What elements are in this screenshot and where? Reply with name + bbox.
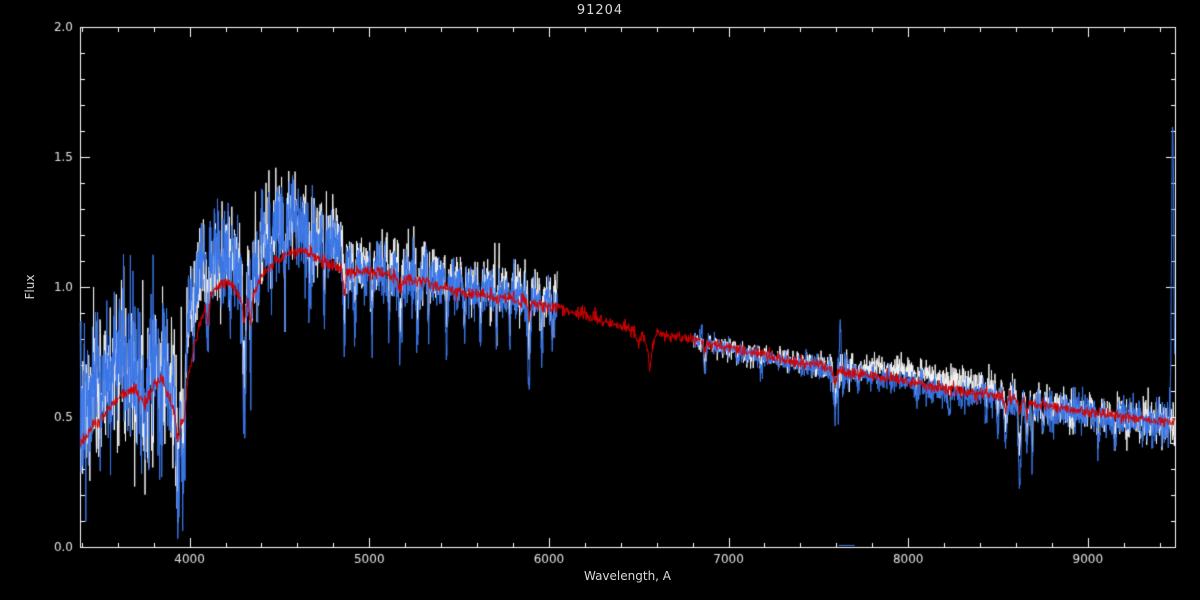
chart-title: 91204	[576, 3, 624, 18]
y-axis-label: Flux	[23, 274, 37, 300]
x-axis-label: Wavelength, A	[583, 569, 672, 583]
